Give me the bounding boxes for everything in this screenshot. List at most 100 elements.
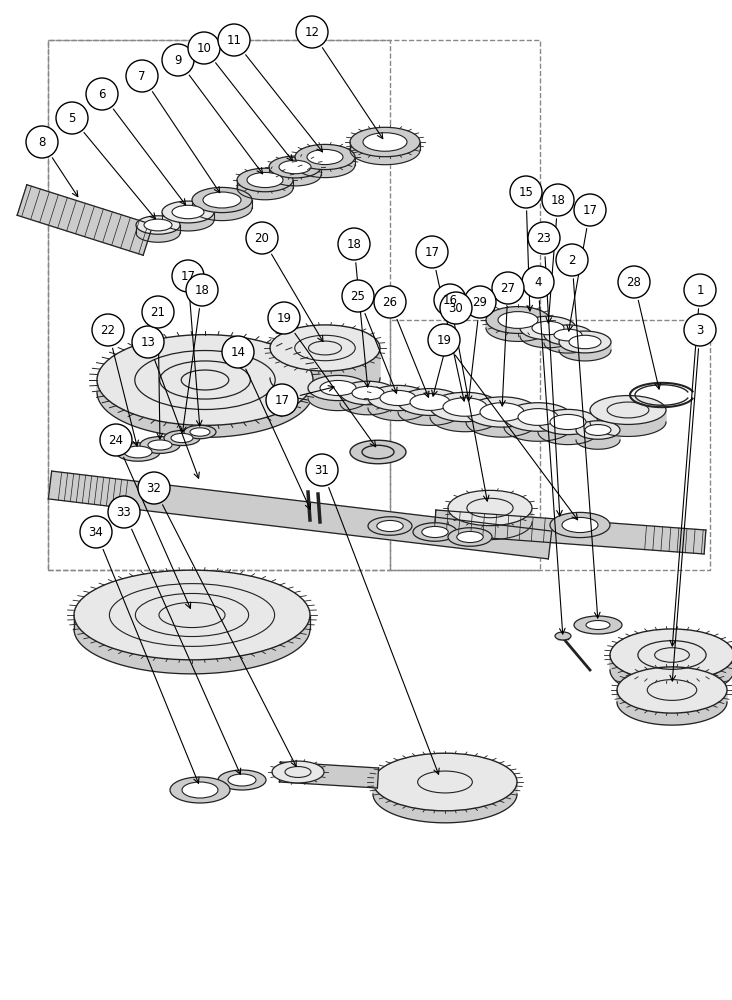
Text: 12: 12 [305,25,319,38]
Text: 31: 31 [315,464,329,477]
Circle shape [138,472,170,504]
Text: 5: 5 [68,111,75,124]
Ellipse shape [410,394,450,410]
Text: 20: 20 [255,232,269,244]
Text: 28: 28 [627,275,641,288]
Text: 15: 15 [518,186,534,198]
Text: 11: 11 [226,33,242,46]
Polygon shape [430,407,500,432]
Ellipse shape [272,761,324,783]
Circle shape [618,266,650,298]
Ellipse shape [190,428,210,436]
Text: 25: 25 [351,290,365,302]
Ellipse shape [171,433,193,443]
Text: 19: 19 [436,334,452,347]
Circle shape [306,454,338,486]
Polygon shape [368,398,428,421]
Polygon shape [97,380,313,437]
Polygon shape [504,417,572,441]
Ellipse shape [457,531,483,543]
Polygon shape [269,167,321,186]
Polygon shape [17,185,153,255]
Polygon shape [270,348,380,401]
Circle shape [464,286,496,318]
Ellipse shape [380,390,416,406]
Ellipse shape [368,385,428,411]
Polygon shape [48,471,552,559]
Ellipse shape [448,490,532,526]
Text: 23: 23 [537,232,551,244]
Ellipse shape [363,133,407,151]
Ellipse shape [203,192,241,208]
Circle shape [86,78,118,110]
Text: 10: 10 [197,41,212,54]
Circle shape [142,296,174,328]
Ellipse shape [350,127,420,157]
Circle shape [542,184,574,216]
Circle shape [222,336,254,368]
Circle shape [126,60,158,92]
Text: 22: 22 [100,324,116,336]
Ellipse shape [144,219,172,231]
Ellipse shape [162,201,214,223]
Text: 24: 24 [108,434,124,446]
Ellipse shape [172,205,204,219]
Ellipse shape [308,375,368,401]
Text: 19: 19 [277,312,291,324]
Ellipse shape [352,386,384,400]
Polygon shape [590,410,666,436]
Ellipse shape [480,403,524,421]
Ellipse shape [170,777,230,803]
Circle shape [26,126,58,158]
Text: 18: 18 [195,284,209,296]
Circle shape [338,228,370,260]
Circle shape [100,424,132,456]
Polygon shape [448,508,532,540]
Text: 18: 18 [346,237,362,250]
Polygon shape [192,200,252,221]
Ellipse shape [373,753,517,811]
Circle shape [186,274,218,306]
Ellipse shape [562,517,598,533]
Ellipse shape [498,312,538,328]
Polygon shape [398,402,462,425]
Polygon shape [434,510,706,554]
Text: 14: 14 [231,346,245,359]
Circle shape [92,314,124,346]
Ellipse shape [559,331,611,353]
Polygon shape [610,655,732,696]
Circle shape [440,292,472,324]
Ellipse shape [269,156,321,178]
Ellipse shape [422,526,448,538]
Ellipse shape [116,443,160,461]
Text: 9: 9 [174,53,182,66]
Circle shape [132,326,164,358]
Text: 34: 34 [89,526,103,538]
Circle shape [510,176,542,208]
Ellipse shape [569,335,601,349]
Circle shape [522,266,554,298]
Polygon shape [486,320,550,341]
Circle shape [296,16,328,48]
Ellipse shape [368,517,412,535]
Text: 18: 18 [550,194,565,207]
Circle shape [434,284,466,316]
Circle shape [684,314,716,346]
Circle shape [246,222,278,254]
Polygon shape [373,782,517,823]
Polygon shape [280,762,378,788]
Polygon shape [544,335,592,353]
Circle shape [684,274,716,306]
Circle shape [268,302,300,334]
Ellipse shape [486,307,550,333]
Circle shape [266,384,298,416]
Ellipse shape [610,629,732,681]
Ellipse shape [97,335,313,425]
Polygon shape [308,388,368,411]
Ellipse shape [136,216,180,234]
Ellipse shape [532,321,564,335]
Polygon shape [576,430,620,449]
Ellipse shape [192,187,252,213]
Circle shape [556,244,588,276]
Ellipse shape [520,316,576,340]
